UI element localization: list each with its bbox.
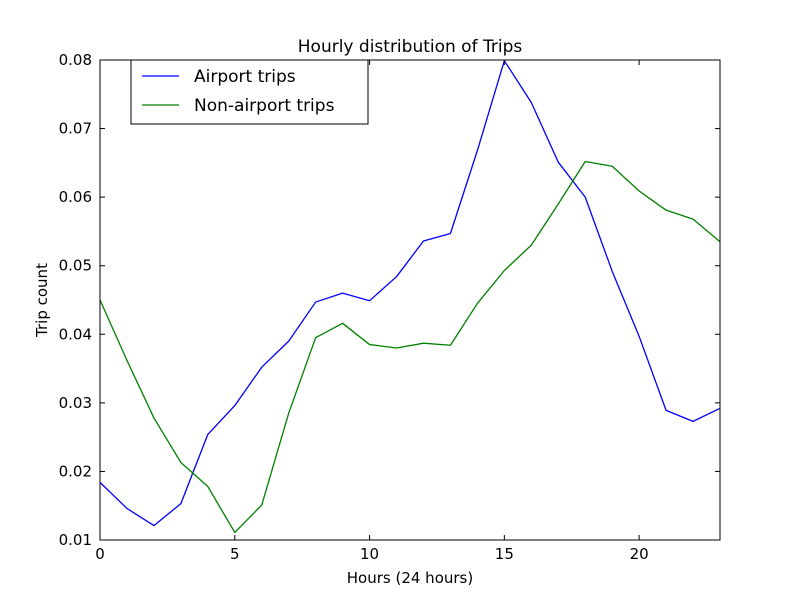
x-tick-label: 0 <box>95 545 105 563</box>
x-tick-label: 20 <box>630 545 649 563</box>
series-layer <box>99 60 721 534</box>
x-tick-label: 10 <box>360 545 379 563</box>
y-tick-label: 0.03 <box>59 394 92 412</box>
x-tick-label: 15 <box>495 545 514 563</box>
y-tick-label: 0.01 <box>59 531 92 549</box>
legend-frame <box>130 59 369 125</box>
plot-area-background <box>100 60 720 540</box>
legend-label-non-airport-trips: Non-airport trips <box>194 96 335 116</box>
y-tick-label: 0.07 <box>59 120 92 138</box>
y-tick-label: 0.04 <box>59 325 92 343</box>
x-tick-label: 5 <box>230 545 240 563</box>
tick-layer: 0 5 10 15 20 0.01 0.02 0.03 0.04 0.05 0.06 0.07 0.08 <box>59 51 720 563</box>
y-tick-label: 0.06 <box>59 188 92 206</box>
y-axis-label: Trip count <box>33 263 51 338</box>
series-line-non-airport-trips <box>99 160 721 534</box>
plot-frame <box>99 59 721 541</box>
x-axis-label: Hours (24 hours) <box>347 569 473 587</box>
legend-label-airport-trips: Airport trips <box>194 67 296 87</box>
chart-title: Hourly distribution of Trips <box>298 37 523 57</box>
y-tick-label: 0.08 <box>59 51 92 69</box>
series-line-airport-trips <box>99 60 721 527</box>
y-tick-label: 0.02 <box>59 462 92 480</box>
y-tick-label: 0.05 <box>59 257 92 275</box>
legend: Airport trips Non-airport trips <box>130 59 369 125</box>
